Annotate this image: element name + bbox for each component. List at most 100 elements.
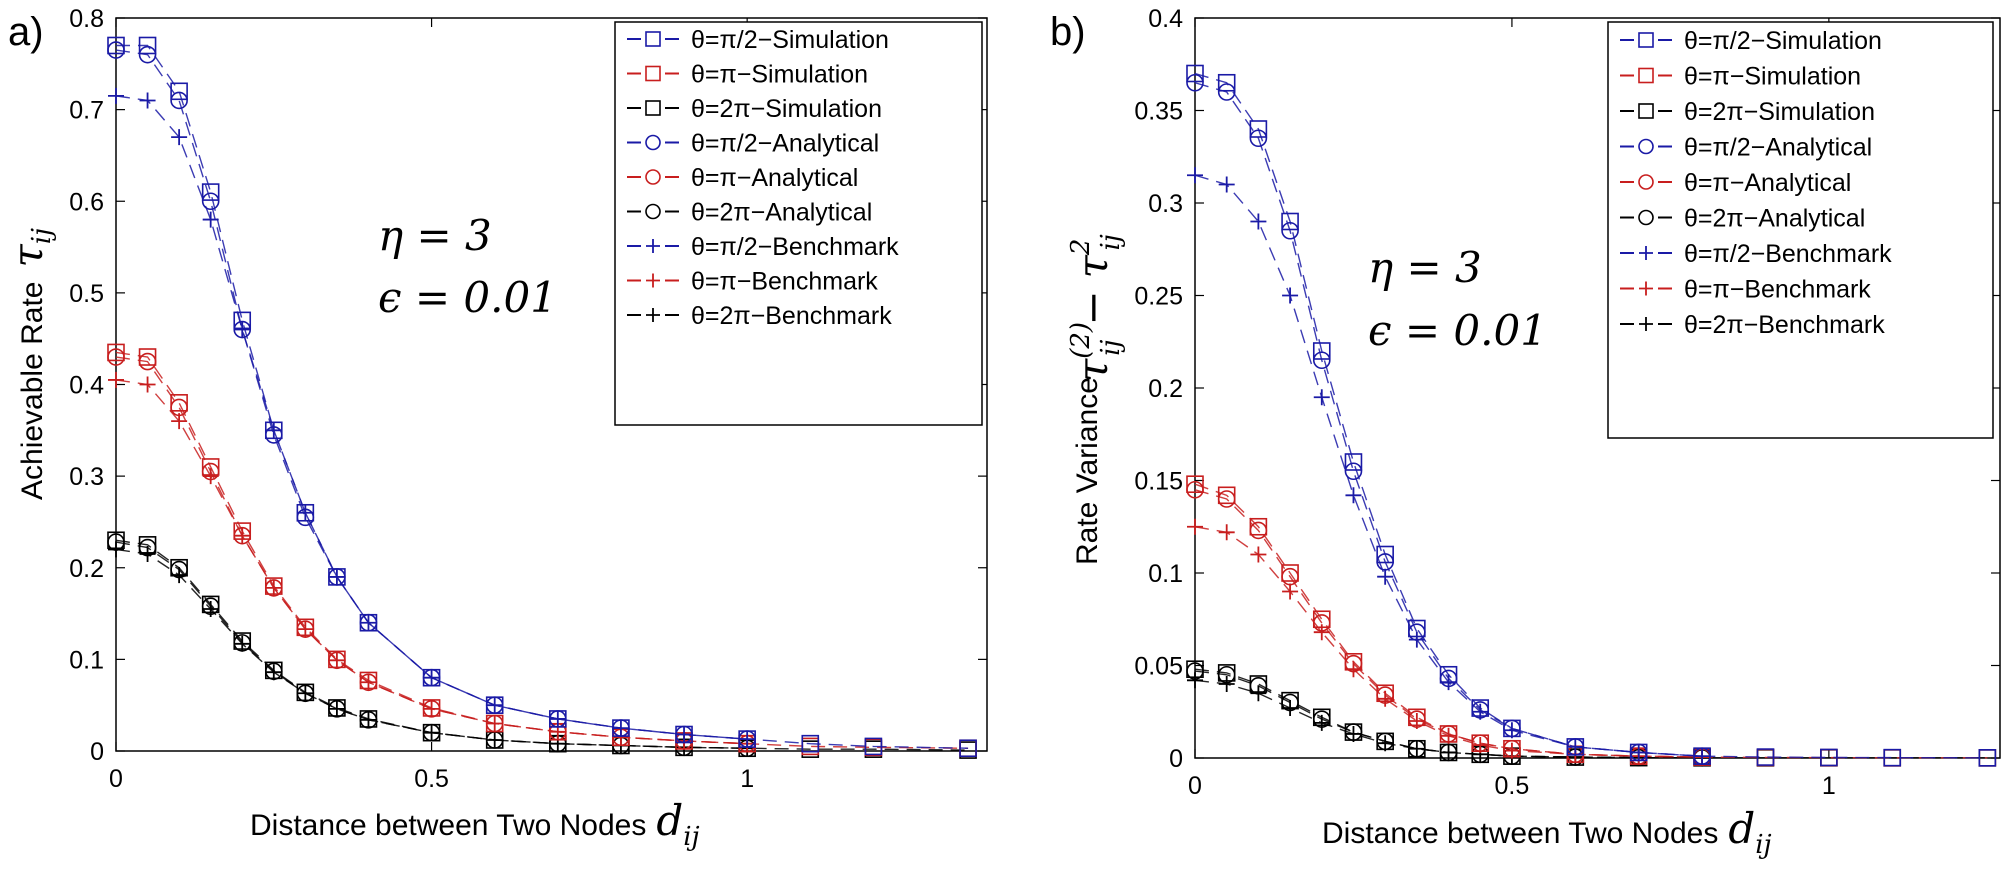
panel-a-ytick-label: 0.2	[69, 555, 104, 583]
legend-marker-square-icon	[645, 65, 661, 82]
panel-b-label: b)	[1050, 10, 1086, 54]
panel-b-data-point	[1250, 546, 1267, 563]
legend-marker-square-icon	[1638, 67, 1654, 84]
panel-a-series-line	[115, 95, 748, 740]
panel-a-data-point	[360, 711, 377, 728]
legend-marker-circle-icon	[645, 169, 661, 185]
panel-b-data-point	[1186, 475, 1204, 494]
panel-b-ticks: 0 0.5 1 0 0.05 0.1 0.15 0.2 0.25 0.3 0.35 0.4	[1134, 5, 2000, 800]
panel-b-series-line	[1194, 679, 1703, 759]
panel-a-ytick-label: 0.4	[69, 372, 104, 400]
panel-b-data-point	[1345, 661, 1362, 678]
legend-marker-circle-icon	[1638, 138, 1654, 155]
panel-a-data-point	[139, 546, 156, 563]
panel-b-xtick-label: 1	[1822, 772, 1836, 800]
panel-b-data-point	[1567, 738, 1584, 755]
panel-b-series-7	[1187, 518, 1711, 766]
panel-a-ytick-label: 0	[90, 738, 104, 766]
panel-b-legend-item: θ=π−Analytical	[1620, 169, 1851, 197]
panel-b-data-point	[1217, 83, 1236, 101]
panel-a-data-point	[234, 321, 251, 338]
panel-b-data-point	[1377, 568, 1394, 585]
panel-b-legend-item: θ=2π−Benchmark	[1620, 311, 1885, 339]
panel-a-data-point	[170, 91, 188, 110]
legend-marker-plus-icon	[646, 239, 660, 253]
panel-b-data-point	[1217, 486, 1236, 505]
panel-a-legend-item: θ=π/2−Analytical	[627, 130, 879, 158]
panel-b-legend: θ=π/2−Simulation θ=π−Simulation θ=2π−Simul…	[1607, 21, 1994, 439]
panel-b-ytick-label: 0.05	[1134, 653, 1183, 681]
panel-a-data-point	[676, 726, 693, 743]
panel-b-ytick-label: 0.4	[1148, 5, 1183, 33]
panel-a-data-point	[328, 568, 345, 585]
legend-marker-plus-icon	[1639, 281, 1653, 296]
legend-label: θ=2π−Benchmark	[1684, 311, 1885, 339]
panel-a-data-point	[297, 685, 314, 702]
panel-a-data-point	[265, 664, 282, 681]
legend-label: θ=π−Benchmark	[1684, 276, 1871, 304]
panel-a-data-point	[423, 700, 440, 717]
panel-b-ylabel-math: τ(2)ij−τ2ij	[1066, 234, 1126, 382]
panel-b-data-point	[1187, 167, 1203, 184]
panel-a-ylabel: Achievable Rateτij	[3, 228, 57, 500]
legend-marker-square-icon	[645, 31, 661, 47]
panel-b-data-point	[1218, 524, 1235, 541]
legend-marker-plus-icon	[646, 308, 660, 322]
panel-b-ytick-label: 0.15	[1134, 468, 1183, 496]
panel-b-legend-item: θ=2π−Simulation	[1620, 98, 1875, 126]
panel-b-data-point	[1282, 287, 1299, 304]
legend-label: θ=π−Simulation	[1684, 63, 1861, 91]
panel-a-data-point	[739, 731, 756, 748]
panel-b-data-point	[1186, 480, 1204, 499]
panel-b-data-point	[1313, 714, 1330, 731]
panel-a-series-line	[115, 379, 748, 745]
panel-a-data-point	[138, 352, 157, 371]
panel-b-data-point	[1217, 73, 1236, 92]
panel-a-ytick-label: 0.5	[69, 280, 104, 308]
panel-a-series-line	[115, 539, 969, 751]
panel-a-data-point	[201, 183, 220, 201]
panel-b-data-point	[1440, 727, 1457, 744]
panel-a-data-point	[297, 504, 314, 521]
panel-b-data-point	[1503, 722, 1520, 739]
panel-b-data-point	[1281, 564, 1299, 582]
legend-marker-circle-icon	[645, 134, 661, 151]
panel-b-data-point	[1694, 748, 1711, 765]
panel-a-data-point	[265, 579, 282, 596]
panel-a-series-line	[115, 541, 748, 749]
panel-a-xtick-label: 0.5	[414, 765, 449, 793]
legend-label: θ=2π−Analytical	[691, 199, 872, 227]
panel-a-data-point	[234, 635, 251, 652]
panel-a-data-point	[171, 413, 188, 430]
legend-label: θ=π/2−Simulation	[691, 26, 889, 54]
panel-b-ytick-label: 0	[1169, 745, 1183, 773]
panel-a-xtick-label: 0	[109, 765, 123, 793]
panel-a-data-point	[959, 739, 977, 758]
panel-b-data-point	[1408, 631, 1425, 648]
panel-a-data-point	[170, 82, 188, 101]
panel-a-legend: θ=π/2−Simulation θ=π−Simulation θ=2π−Simul…	[614, 21, 983, 426]
panel-b-data-point	[1630, 744, 1647, 761]
panel-b-data-point	[1345, 725, 1362, 742]
panel-b-legend-item: θ=π−Benchmark	[1620, 276, 1871, 304]
panel-b-data-point	[1313, 389, 1330, 406]
panel-b-legend-item: θ=π/2−Simulation	[1620, 27, 1882, 55]
legend-label: θ=2π−Analytical	[1684, 205, 1865, 233]
panel-b-data-point	[1187, 518, 1203, 535]
legend-label: θ=π/2−Benchmark	[1684, 240, 1892, 268]
panel-a-data-point	[108, 541, 124, 558]
panel-b-series-6	[1187, 167, 1711, 765]
legend-label: θ=π−Benchmark	[691, 268, 878, 296]
panel-a-data-point	[138, 36, 157, 55]
panel-b-data-point	[1217, 490, 1236, 508]
legend-label: θ=π/2−Simulation	[1684, 27, 1882, 55]
panel-a-data-point	[139, 92, 156, 109]
panel-a-data-point	[138, 45, 157, 64]
panel-b-data-point	[1503, 742, 1520, 759]
panel-b-data-point	[1377, 735, 1394, 752]
panel-b-data-point	[1313, 624, 1330, 641]
panel-a-data-point	[612, 720, 629, 737]
legend-marker-plus-icon	[1639, 317, 1653, 331]
panel-b-legend-item: θ=π/2−Benchmark	[1620, 240, 1892, 268]
panel-a-legend-item: θ=π−Benchmark	[627, 268, 878, 296]
